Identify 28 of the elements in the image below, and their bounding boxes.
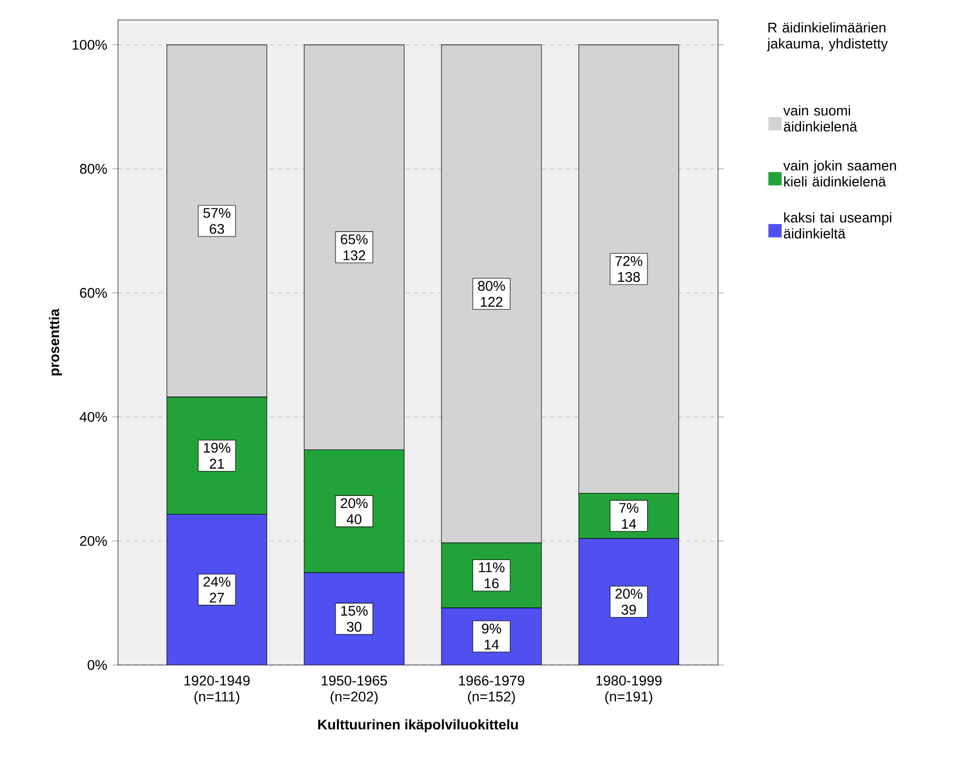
data-label: 57% 63 xyxy=(203,208,230,234)
x-axis-title: Kulttuurinen ikäpolviluokittelu xyxy=(318,719,518,732)
y-axis-title: prosenttia xyxy=(48,308,62,376)
text: vain suomi äidinkielenä xyxy=(783,105,858,132)
x-tick-label: 1950-1965 (n=202) xyxy=(322,676,388,704)
data-label: 7% 14 xyxy=(619,502,638,529)
y-tick-label: 60% xyxy=(80,288,107,298)
legend-title: R äidinkielimäärien jakauma, yhdistetty xyxy=(766,22,888,52)
data-label: 80% 122 xyxy=(478,280,505,307)
data-label: 20% 39 xyxy=(615,588,642,615)
x-tick-label: 1980-1999 (n=191) xyxy=(596,676,662,704)
data-label: 19% 21 xyxy=(204,442,230,469)
y-tick-label: 40% xyxy=(80,412,107,422)
legend-label: vain jokin saamen kieli äidinkielenä xyxy=(783,160,896,187)
data-label: 15% 30 xyxy=(341,606,368,632)
data-label: 24% 27 xyxy=(204,576,230,603)
data-label: 9% 14 xyxy=(482,624,502,650)
x-tick-label: 1920-1949 (n=111) xyxy=(184,676,250,704)
x-tick-label: 1966-1979 (n=152) xyxy=(459,676,524,704)
y-tick-label: 20% xyxy=(80,536,107,546)
y-tick-label: 80% xyxy=(80,164,107,174)
data-label: 20% 40 xyxy=(340,498,368,524)
legend-label: kaksi tai useampi äidinkieltä xyxy=(784,212,892,239)
y-tick-label: 100% xyxy=(72,40,107,50)
data-label: 11% 16 xyxy=(479,562,504,588)
y-tick-label: 0% xyxy=(88,660,107,670)
data-label: 72% 138 xyxy=(615,256,642,282)
data-label: 65% 132 xyxy=(340,234,368,260)
